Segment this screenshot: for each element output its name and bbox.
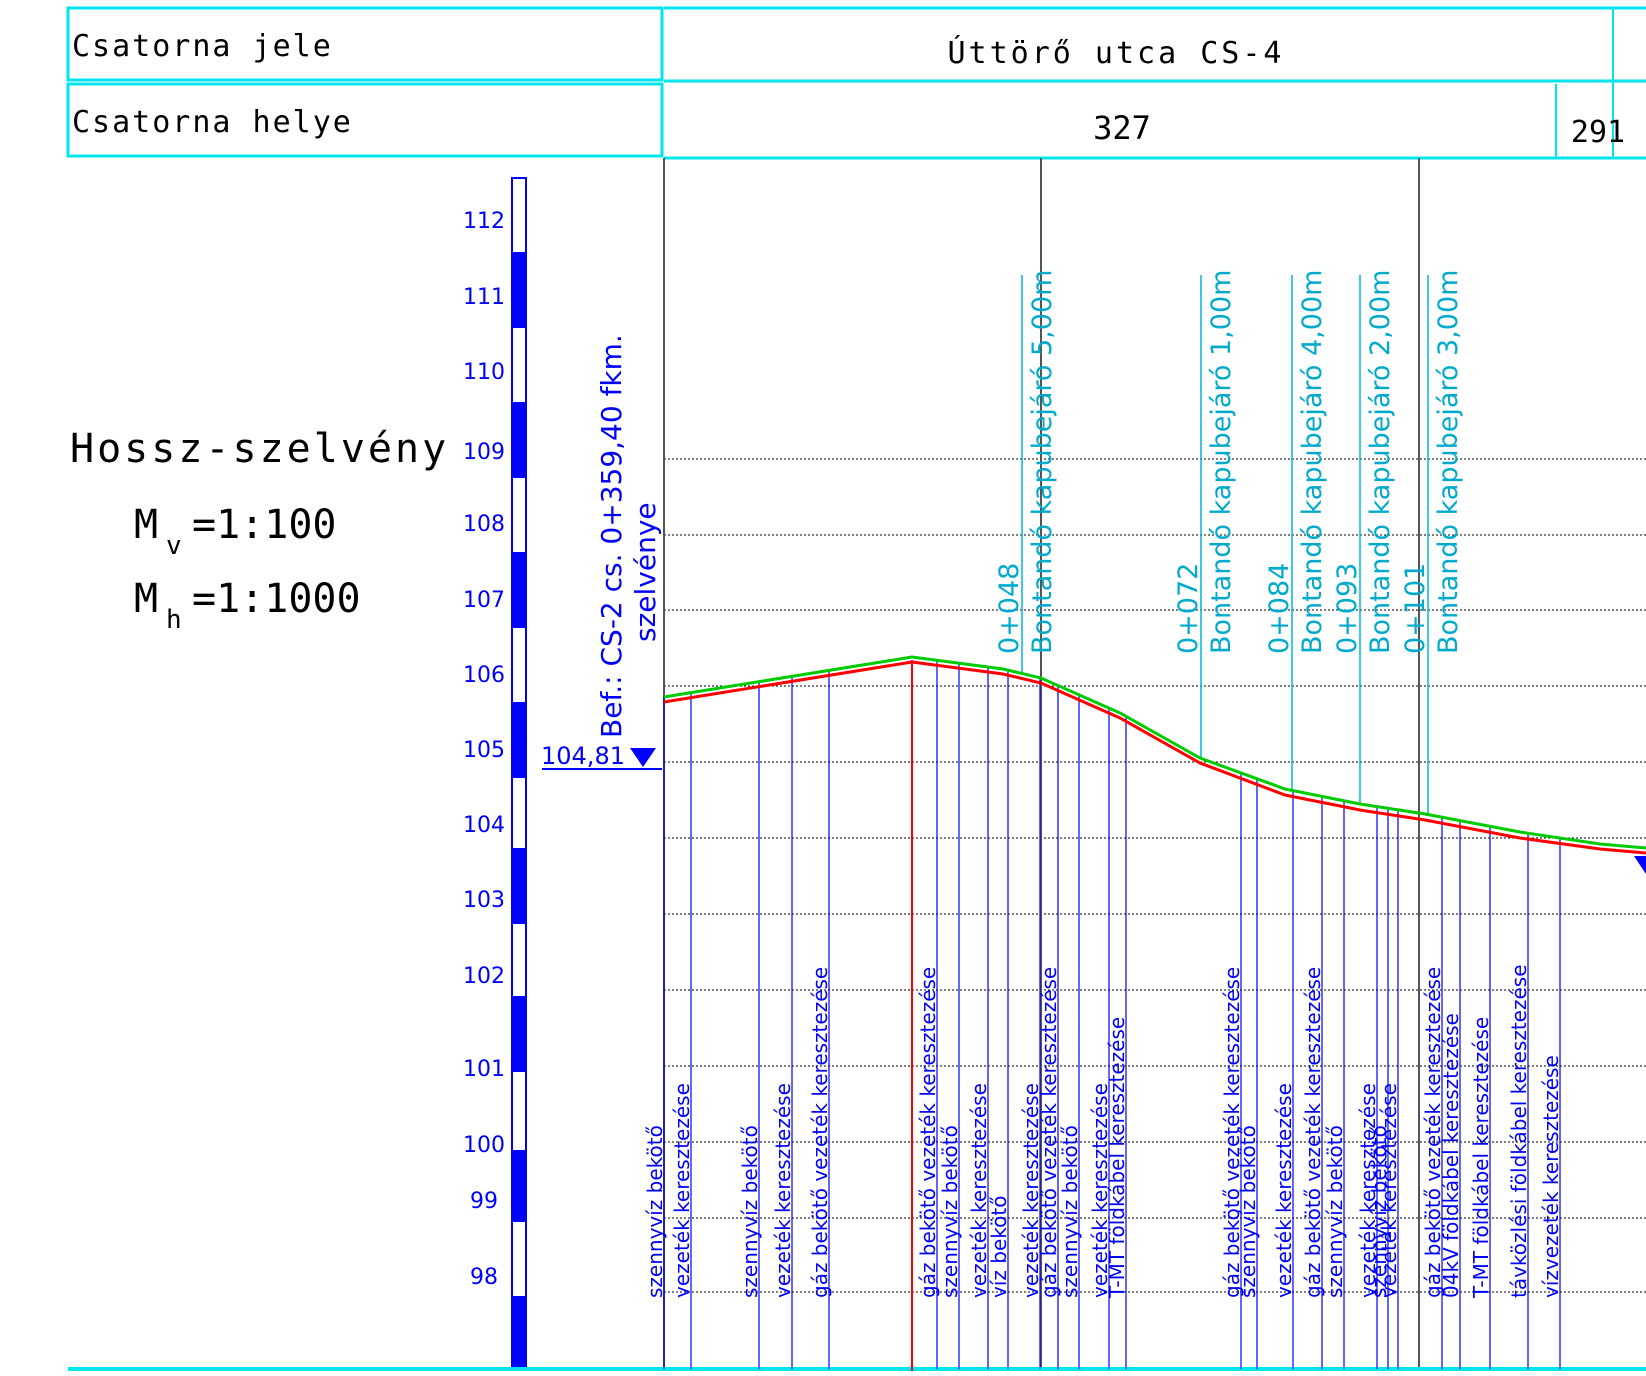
crossing-label: gáz bekötő vezeték keresztezése	[1037, 967, 1061, 1298]
profile-title: Hossz-szelvény	[70, 426, 449, 472]
scale-bar-band	[512, 702, 526, 778]
station-markers: 0+048 Bontandó kapubejáró 5,00m 0+072 Bonta…	[994, 270, 1464, 815]
level-triangle-right-icon	[1634, 856, 1646, 874]
scale-bar-band	[512, 1296, 526, 1369]
station-note: Bontandó kapubejáró 5,00m	[1027, 270, 1058, 654]
crossing-label: szennyvíz bekötő	[1058, 1125, 1082, 1298]
crossing-label: vezeték keresztezése	[1088, 1083, 1112, 1298]
elevation-tick-label: 105	[463, 738, 505, 763]
header-row2-label: Csatorna helye	[72, 105, 353, 140]
header-row1-value: Úttörő utca CS-4	[948, 34, 1285, 71]
elevation-tick-label: 100	[463, 1133, 505, 1158]
scale-bar-band	[512, 252, 526, 328]
crossing-label: távközlési földkábel keresztezése	[1507, 964, 1531, 1298]
level-triangle-icon	[630, 748, 656, 767]
scale-bar-band	[512, 1150, 526, 1222]
crossing-label: gáz bekötő vezeték keresztezése	[1421, 967, 1445, 1298]
crossing-label: vezeték keresztezése	[771, 1083, 795, 1298]
station-note: Bontandó kapubejáró 2,00m	[1365, 270, 1396, 654]
elevation-tick-label: 99	[470, 1189, 498, 1214]
scale-bar-band	[512, 402, 526, 478]
station-number: 0+048	[994, 563, 1025, 654]
crossing-label: gáz bekötő vezeték keresztezése	[916, 967, 940, 1298]
crossing-labels: szennyvíz bekötő vezeték keresztezése szen…	[643, 964, 1563, 1299]
crossing-label: vezeték keresztezése	[1019, 1083, 1043, 1298]
mh-value: =1:1000	[192, 576, 361, 622]
crossing-label: vezeték keresztezése	[967, 1083, 991, 1298]
elevation-tick-label: 102	[463, 964, 505, 989]
mv-subscript: v	[166, 531, 182, 561]
elevation-tick-label: 98	[470, 1265, 498, 1290]
header-row2-value-main: 327	[1093, 109, 1151, 147]
crossing-label: vezeték keresztezése	[1356, 1083, 1380, 1298]
sewer-pipe-line	[663, 660, 1646, 855]
ground-surface-line	[663, 655, 1646, 850]
scale-bar-band	[512, 552, 526, 628]
mv-prefix: M	[134, 502, 158, 548]
elevation-tick-labels: 112 111 110 109 108 107 106 105 104 103 102 101 100 9…	[463, 209, 505, 1290]
station-number: 0+093	[1332, 563, 1363, 654]
mv-value: =1:100	[192, 502, 337, 548]
elevation-tick-label: 112	[463, 209, 505, 234]
crossing-label: vízvezeték keresztezése	[1539, 1055, 1563, 1298]
crossing-label: gáz bekötő vezeték keresztezése	[808, 967, 832, 1298]
profile-frame	[68, 158, 1646, 1371]
header-row1-label: Csatorna jele	[72, 29, 333, 64]
header-table	[66, 6, 1646, 160]
crossing-lines	[663, 660, 1561, 1369]
station-note: Bontandó kapubejáró 3,00m	[1433, 270, 1464, 654]
crossing-label: gáz bekötő vezeték keresztezése	[1220, 967, 1244, 1298]
mh-prefix: M	[134, 576, 158, 622]
scale-bar-band	[512, 848, 526, 924]
elevation-tick-label: 106	[463, 663, 505, 688]
station-note: Bontandó kapubejáró 4,00m	[1297, 270, 1328, 654]
crossing-label: T-MT földkábel keresztezése	[1469, 1017, 1493, 1299]
connection-level: 104,81	[541, 742, 625, 770]
elevation-tick-label: 110	[463, 360, 505, 385]
station-number: 0+101	[1400, 563, 1431, 654]
crossing-label: 04kV földkábel keresztezése	[1439, 1013, 1463, 1298]
connection-label-line1: Bef.: CS-2 cs. 0+359,40 fkm.	[595, 334, 628, 738]
elevation-tick-label: 104	[463, 813, 505, 838]
scale-bar-band	[512, 996, 526, 1072]
horizontal-scale-label: M h =1:1000	[134, 576, 361, 635]
elevation-tick-label: 109	[463, 440, 505, 465]
elevation-tick-label: 103	[463, 888, 505, 913]
crossing-label: szennyvíz bekötő	[1236, 1125, 1260, 1298]
vertical-scale-label: M v =1:100	[134, 502, 337, 561]
elevation-scale-bar	[511, 177, 527, 1370]
station-note: Bontandó kapubejáró 1,00m	[1206, 270, 1237, 654]
crossing-label: szennyvíz bekötő	[938, 1125, 962, 1298]
crossing-label: vezeték keresztezése	[1272, 1083, 1296, 1298]
station-number: 0+072	[1173, 563, 1204, 654]
crossing-label: vezeték keresztezése	[1377, 1083, 1401, 1298]
header-cell-label-1	[66, 6, 664, 82]
crossing-label: szennyvíz bekötő	[643, 1125, 667, 1298]
connection-marker: Bef.: CS-2 cs. 0+359,40 fkm. szelvénye 1…	[541, 334, 1646, 874]
crossing-label: víz bekötő	[987, 1196, 1011, 1298]
crossing-label: vezeték keresztezése	[670, 1083, 694, 1298]
elevation-tick-label: 107	[463, 588, 505, 613]
crossing-label: T-MT földkábel keresztezése	[1105, 1017, 1129, 1299]
connection-label-line2: szelvénye	[629, 502, 662, 642]
elevation-tick-label: 101	[463, 1057, 505, 1082]
header-cell-label-2	[66, 82, 664, 158]
elevation-tick-label: 108	[463, 512, 505, 537]
mh-subscript: h	[166, 605, 182, 635]
crossing-label: gáz bekötő vezeték keresztezése	[1301, 967, 1325, 1298]
header-row2-value-side: 291	[1571, 115, 1625, 150]
crossing-label: szennyvíz bekötő	[1323, 1125, 1347, 1298]
elevation-tick-label: 111	[463, 285, 505, 310]
station-number: 0+084	[1264, 563, 1295, 654]
crossing-label: szennyvíz bekötő	[1367, 1125, 1391, 1298]
crossing-label: szennyvíz bekötő	[738, 1125, 762, 1298]
